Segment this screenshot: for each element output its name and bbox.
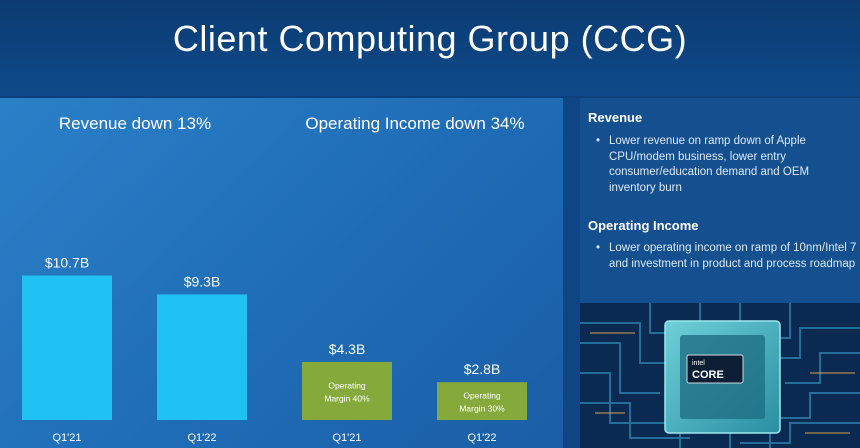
- bar: [157, 294, 247, 420]
- bar: [437, 382, 527, 420]
- panel-divider: [563, 98, 580, 448]
- processor-image: intel CORE: [580, 303, 860, 448]
- bar: [302, 361, 392, 420]
- bullet-dot: •: [596, 135, 601, 147]
- revenue-bullet: • Lower revenue on ramp down of Apple CP…: [596, 134, 858, 196]
- operating-income-heading: Operating Income: [588, 218, 699, 233]
- category-label: Q1'22: [187, 432, 216, 444]
- bar: [22, 275, 112, 420]
- revenue-chart-title: Revenue down 13%: [58, 114, 212, 133]
- operating-margin-label: Margin 30%: [459, 404, 505, 414]
- operating-income-bullet-text: Lower operating income on ramp of 10nm/I…: [609, 242, 857, 270]
- circuit-highlights: [590, 332, 855, 434]
- revenue-bullet-text: Lower revenue on ramp down of Apple CPU/…: [609, 135, 810, 194]
- bar-charts: $10.7B Q1'21 $9.3B Q1'22 $4.3B Q1'21 Operating…: [22, 255, 527, 444]
- chip-brand: intel: [692, 360, 705, 367]
- operating-income-bullet: • Lower operating income on ramp of 10nm…: [596, 241, 858, 272]
- core-badge: [686, 354, 744, 384]
- bar-value-label: $9.3B: [184, 273, 221, 289]
- chip-model: CORE: [692, 369, 724, 381]
- category-label: Q1'21: [52, 432, 81, 444]
- income-chart-title: Operating Income down 34%: [305, 114, 525, 133]
- revenue-heading: Revenue: [588, 110, 643, 125]
- title-bar: [0, 0, 860, 96]
- page-title: Client Computing Group (CCG): [172, 18, 688, 59]
- operating-margin-label: Operating: [463, 391, 501, 401]
- processor-illustration: intel CORE: [580, 303, 860, 448]
- bar-value-label: $10.7B: [45, 255, 89, 271]
- circuit-traces: [580, 303, 860, 448]
- bar-value-label: $2.8B: [464, 361, 501, 377]
- category-label: Q1'22: [467, 432, 496, 444]
- bar-value-label: $4.3B: [329, 341, 366, 357]
- category-label: Q1'21: [332, 432, 361, 444]
- bullet-dot: •: [596, 242, 601, 254]
- operating-margin-label: Margin 40%: [324, 393, 370, 403]
- operating-margin-label: Operating: [328, 380, 366, 390]
